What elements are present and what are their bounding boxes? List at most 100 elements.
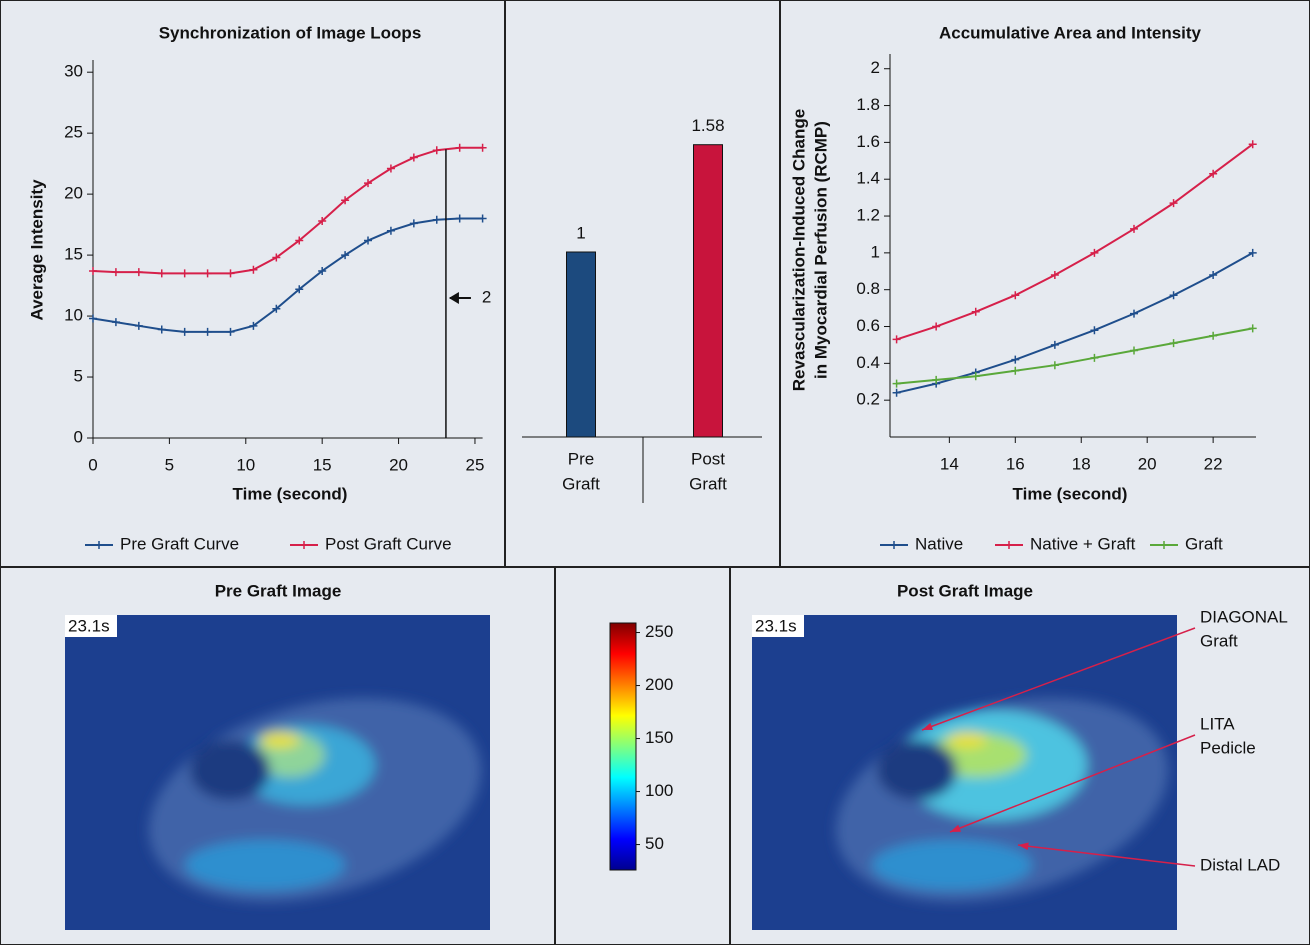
chart-title: Accumulative Area and Intensity <box>939 23 1202 42</box>
point-marker <box>892 379 901 388</box>
point-marker <box>1209 270 1218 279</box>
y-axis-label: in Myocardial Perfusion (RCMP) <box>811 121 830 379</box>
point-marker <box>157 325 166 334</box>
callout-arrow <box>949 734 1196 833</box>
point-marker <box>226 327 235 336</box>
point-marker <box>1130 309 1138 318</box>
point-marker <box>318 216 327 225</box>
legend-swatch-marker <box>300 541 308 549</box>
y-tick-label: 1.6 <box>856 132 880 151</box>
x-axis-label: Time (second) <box>1013 484 1128 503</box>
point-marker <box>455 214 464 223</box>
point-marker <box>1011 291 1020 300</box>
x-tick-label: 22 <box>1204 454 1223 473</box>
callout-label: LITA <box>1200 714 1235 733</box>
point-marker <box>386 164 395 173</box>
legend-label: Post Graft Curve <box>325 534 452 553</box>
y-tick-label: 1.4 <box>856 169 880 188</box>
point-marker <box>1090 248 1099 257</box>
thermal-image <box>752 615 1177 930</box>
y-tick-label: 0 <box>74 427 83 446</box>
point-marker <box>932 375 941 384</box>
lower-region <box>872 840 1032 890</box>
callout-label: Graft <box>1200 631 1238 650</box>
hotspot <box>947 732 987 748</box>
legend-label: Native <box>915 534 963 553</box>
image-title: Pre Graft Image <box>215 581 342 600</box>
point-marker <box>455 143 464 152</box>
chart-title: Synchronization of Image Loops <box>159 23 422 42</box>
y-tick-label: 1.2 <box>856 206 880 225</box>
y-tick-label: 5 <box>74 367 83 386</box>
point-marker <box>1050 340 1059 349</box>
point-marker <box>386 226 395 235</box>
timestamp: 23.1s <box>68 616 110 635</box>
y-tick-label: 2 <box>871 58 880 77</box>
timestamp-box <box>65 615 117 637</box>
y-tick-label: 0.2 <box>856 390 880 409</box>
colorbar-tick-label: 250 <box>645 622 673 641</box>
point-marker <box>1011 355 1020 364</box>
point-marker <box>89 266 97 275</box>
callout-label: Pedicle <box>1200 738 1256 757</box>
x-tick-label: 16 <box>1006 454 1025 473</box>
y-tick-label: 30 <box>64 62 83 81</box>
hotspot <box>260 732 300 748</box>
x-axis-label: Time (second) <box>233 484 348 503</box>
point-marker <box>341 196 350 205</box>
image-title: Post Graft Image <box>897 581 1033 600</box>
marker-arrowhead <box>448 292 459 304</box>
point-marker <box>203 269 212 278</box>
legend-swatch-marker <box>95 541 103 549</box>
point-marker <box>1090 353 1099 362</box>
callout-arrow <box>1017 844 1196 867</box>
point-marker <box>1130 224 1138 233</box>
point-marker <box>1090 326 1099 335</box>
point-marker <box>1209 169 1218 178</box>
series-line <box>896 327 1253 385</box>
series-line <box>896 143 1254 341</box>
point-marker <box>89 314 97 323</box>
point-marker <box>971 307 980 316</box>
x-tick-label: 15 <box>313 455 332 474</box>
point-marker <box>1050 361 1059 370</box>
colorbar-tick-label: 100 <box>645 781 673 800</box>
point-marker <box>249 321 258 330</box>
timestamp-box <box>752 615 804 637</box>
callout-label: Distal LAD <box>1200 855 1280 874</box>
timestamp: 23.1s <box>755 616 797 635</box>
point-marker <box>892 388 901 397</box>
point-marker <box>364 179 373 188</box>
callout-arrowhead <box>950 824 961 832</box>
legend-label: Graft <box>1185 534 1223 553</box>
x-tick-label: 20 <box>389 455 408 474</box>
point-marker <box>295 236 304 245</box>
point-marker <box>180 269 189 278</box>
point-marker <box>341 251 350 260</box>
point-marker <box>892 335 901 344</box>
point-marker <box>364 236 373 245</box>
legend-label: Pre Graft Curve <box>120 534 239 553</box>
point-marker <box>157 269 166 278</box>
point-marker <box>1130 346 1138 355</box>
point-marker <box>111 318 120 327</box>
callout-arrow <box>921 627 1196 731</box>
y-tick-label: 20 <box>64 184 83 203</box>
x-tick-label: 25 <box>465 455 484 474</box>
point-marker <box>1248 324 1257 333</box>
category-label: Pre <box>568 449 594 468</box>
point-marker <box>318 266 327 275</box>
y-axis-label: Average Intensity <box>27 179 46 321</box>
bar <box>566 251 596 438</box>
point-marker <box>272 304 281 313</box>
point-marker <box>478 214 487 223</box>
point-marker <box>203 327 212 336</box>
x-tick-label: 14 <box>940 454 959 473</box>
point-marker <box>409 219 418 228</box>
callout-arrowhead <box>1018 842 1029 850</box>
colorbar-tick-label: 150 <box>645 728 673 747</box>
point-marker <box>1169 199 1178 208</box>
point-marker <box>432 146 441 155</box>
